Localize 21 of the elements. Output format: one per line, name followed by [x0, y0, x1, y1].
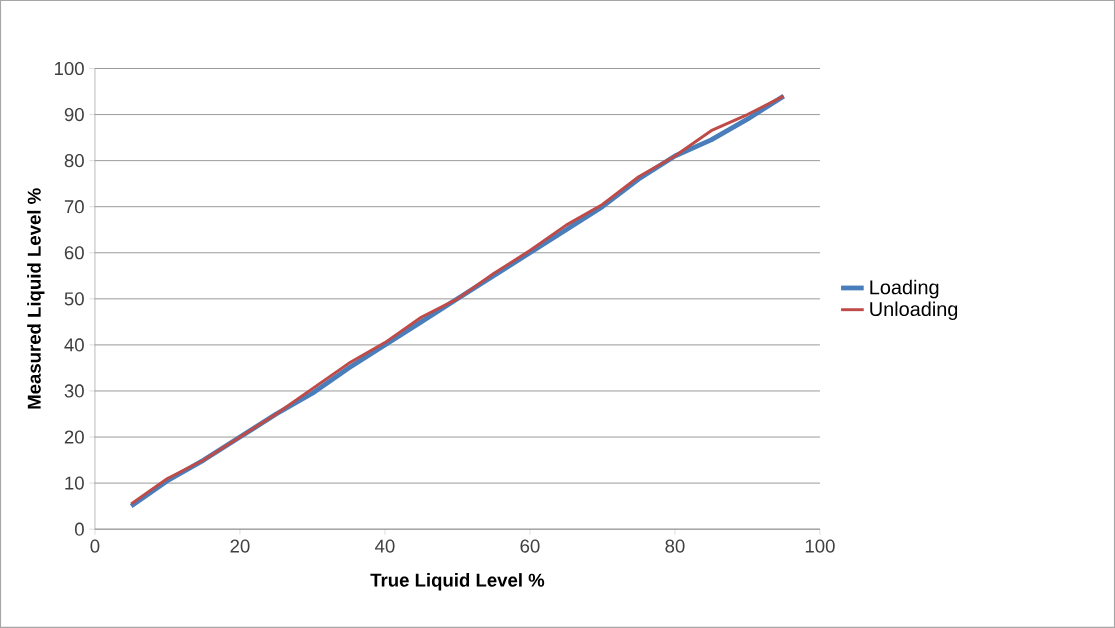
- x-tick-label: 100: [805, 539, 835, 553]
- y-tick-label: 60: [64, 246, 84, 260]
- x-axis-title: True Liquid Level %: [370, 573, 545, 591]
- x-tick-label: 20: [230, 539, 250, 553]
- y-tick-label: 90: [64, 108, 84, 122]
- x-tick-label: 60: [520, 539, 540, 553]
- x-tick-label: 0: [90, 539, 100, 553]
- legend-label: Unloading: [870, 301, 958, 321]
- y-tick-label: 10: [65, 476, 84, 490]
- y-tick-label: 100: [55, 61, 84, 76]
- x-tick-label: 40: [375, 539, 395, 553]
- y-tick-label: 80: [64, 154, 84, 168]
- y-tick-label: 40: [64, 338, 84, 352]
- legend-label: Loading: [870, 279, 939, 299]
- y-tick-label: 70: [64, 200, 84, 214]
- y-axis-title: Measured Liquid Level %: [27, 188, 45, 409]
- y-tick-label: 0: [74, 522, 84, 536]
- y-tick-label: 20: [64, 430, 84, 444]
- y-tick-label: 30: [64, 384, 84, 398]
- y-tick-label: 50: [64, 292, 84, 306]
- x-tick-label: 80: [665, 539, 685, 553]
